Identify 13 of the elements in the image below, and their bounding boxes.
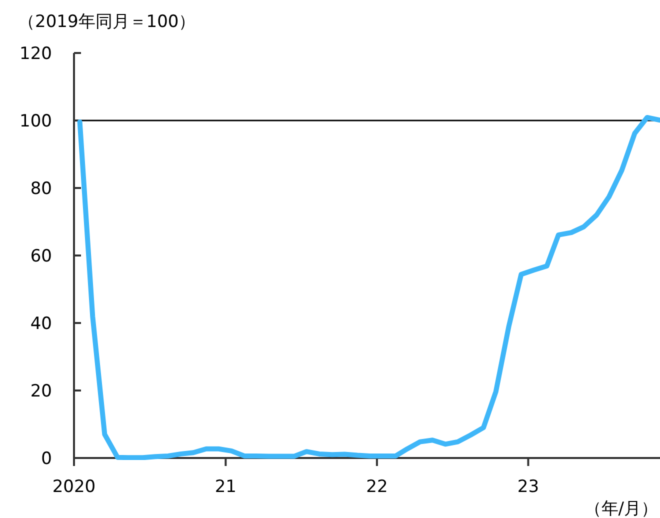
text: （年/月） <box>584 499 658 518</box>
x-tick-label: 21 <box>214 477 236 497</box>
y-tick-label: 120 <box>20 44 52 64</box>
y-tick-label: 60 <box>30 246 52 266</box>
y-tick-label: 80 <box>30 179 52 199</box>
x-tick-label: 2020 <box>52 477 96 497</box>
y-tick-label: 0 <box>41 449 52 469</box>
x-tick-label: 22 <box>366 477 388 497</box>
y-tick-label: 20 <box>30 382 52 402</box>
x-tick-label: 23 <box>517 477 540 497</box>
y-tick-label: 40 <box>30 314 52 334</box>
y-tick-label: 100 <box>20 112 52 132</box>
y-axis-title: （2019年同月＝100） <box>18 12 196 32</box>
